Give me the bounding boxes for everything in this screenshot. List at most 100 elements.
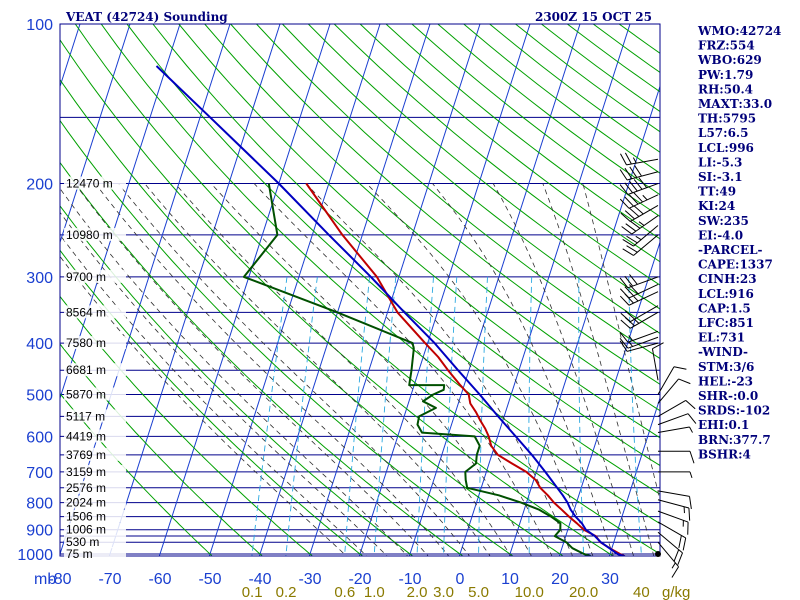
stability-index-line: SI:-3.1 (698, 170, 743, 184)
stability-index-line: TT:49 (698, 185, 736, 199)
height-label-background (64, 336, 126, 350)
height-labels: 12470 m 10980 m 9700 m 8564 m 7580 m 6681 m 58… (64, 176, 126, 561)
dry-adiabat-line (256, 24, 660, 360)
dry-adiabat-line (204, 24, 660, 412)
stability-index-line: WMO:42724 (697, 24, 781, 38)
wind-barb-flag (673, 549, 680, 562)
moist-adiabat-line (94, 183, 450, 556)
wind-barb-staff (633, 234, 659, 256)
height-label-background (64, 176, 126, 190)
dry-adiabat-line (60, 343, 264, 556)
dry-adiabat-line (333, 24, 660, 286)
height-label: 1006 m (66, 523, 106, 537)
mixing-ratio-tick-label: 0.6 (334, 584, 355, 600)
dry-adiabat-line (178, 24, 660, 439)
mixing-ratio-tick-label: 1.0 (364, 584, 385, 600)
temperature-tick-label: -60 (148, 571, 171, 588)
pressure-tick-label: 600 (26, 429, 53, 446)
wind-barb-flag (624, 167, 633, 180)
wind-barb-half-flag (633, 318, 640, 324)
wind-barb-flag (624, 317, 635, 327)
wind-barb-staff (657, 510, 689, 523)
dry-adiabat-line (60, 119, 514, 556)
wind-barb-flag (619, 332, 629, 343)
wind-barb-staff (628, 283, 659, 299)
temperature-tick-label: -50 (198, 571, 221, 588)
stability-index-line: KI:24 (698, 199, 735, 213)
pressure-unit-label: mb (34, 571, 56, 588)
wind-barb-flag (682, 537, 687, 551)
moist-adiabat-line (366, 183, 594, 556)
stability-index-line: PW:1.79 (698, 68, 753, 82)
mixing-ratio-tick-label: 5.0 (468, 584, 489, 600)
wind-barb-flag (626, 245, 638, 253)
mixing-ratio-line (416, 276, 434, 556)
wind-barb-staff (657, 541, 679, 568)
height-label: 7580 m (66, 336, 106, 350)
mixing-ratio-line (285, 276, 318, 556)
wind-barb-flag (638, 177, 648, 188)
mixing-ratio-tick-label: 3.0 (433, 584, 454, 600)
height-label-background (64, 535, 126, 549)
moist-adiabat-line (60, 234, 368, 556)
dry-adiabat-line (60, 249, 364, 556)
mixing-ratio-tick-label: 2.0 (407, 584, 428, 600)
wind-barb-flag (622, 239, 634, 247)
mixing-ratio-line (528, 276, 533, 556)
wind-barb-flag (633, 192, 643, 203)
temperature-tick-label: -10 (398, 571, 421, 588)
pressure-tick-label: 200 (26, 177, 53, 194)
wind-barb-staff (631, 215, 659, 235)
dry-adiabat-line (152, 24, 660, 467)
wind-barb-flag (624, 210, 635, 220)
pressure-tick-label: 700 (26, 465, 53, 482)
mixing-ratio-line (344, 276, 371, 556)
stability-index-line: -WIND- (698, 345, 748, 359)
height-label-background (64, 363, 126, 377)
dry-adiabat-line (60, 161, 464, 556)
stability-index-line: CINH:23 (698, 272, 757, 286)
wind-barb-flag (619, 277, 629, 289)
stability-index-line: HEL:-23 (698, 374, 753, 388)
moist-adiabat-line (432, 183, 614, 556)
wind-barb-flag (619, 340, 628, 352)
height-label-background (64, 522, 126, 536)
mixing-ratio-line (251, 276, 288, 556)
stability-index-line: L57:6.5 (698, 126, 748, 140)
wind-barb-flag (624, 275, 634, 287)
moist-adiabat-line (144, 183, 491, 556)
isotherm-line (608, 396, 660, 556)
stability-index-line: CAPE:1337 (698, 258, 773, 272)
wind-barb-flag (688, 507, 691, 521)
stability-index-line: FRZ:554 (698, 39, 755, 53)
height-label-background (64, 227, 126, 241)
height-label-background (64, 429, 126, 443)
wind-barb-staff (657, 499, 690, 509)
stability-index-line: WBO:629 (697, 53, 762, 67)
stability-index-line: BSHR:4 (698, 447, 751, 461)
wind-barb-flag (619, 337, 629, 349)
wind-barb-staff (628, 291, 659, 306)
wind-barb-flag (629, 207, 640, 217)
stability-index-line: BRN:377.7 (698, 433, 771, 447)
moist-adiabat-line (582, 183, 660, 502)
mixing-ratio-tick-label: 40 (633, 584, 650, 600)
pressure-tick-label: 400 (26, 336, 53, 353)
wind-barb-flag (634, 165, 642, 177)
dry-adiabat-line (60, 392, 213, 556)
plot-frame (59, 23, 661, 557)
wind-barb-staff (626, 171, 659, 181)
plot-area (60, 24, 660, 556)
stability-index-line: EHI:0.1 (698, 418, 749, 432)
wind-barb-flag (620, 153, 627, 166)
isotherm-line (358, 24, 531, 556)
wind-barb-flag (620, 212, 631, 222)
temperature-axis-labels: -80 -70 -60 -50 -40 -30 -20 -10 0 10 20 30 (48, 571, 619, 588)
chart-datetime: 2300Z 15 OCT 25 (535, 10, 652, 24)
temperature-tick-label: 10 (501, 571, 519, 588)
moist-adiabat-line (60, 211, 388, 556)
mixing-ratio-line (373, 276, 397, 556)
height-label-background (64, 509, 126, 523)
pressure-axis-labels: 100 200 300 400 500 600 700 800 900 1000 (17, 17, 53, 564)
wind-barb-staff (657, 399, 686, 417)
